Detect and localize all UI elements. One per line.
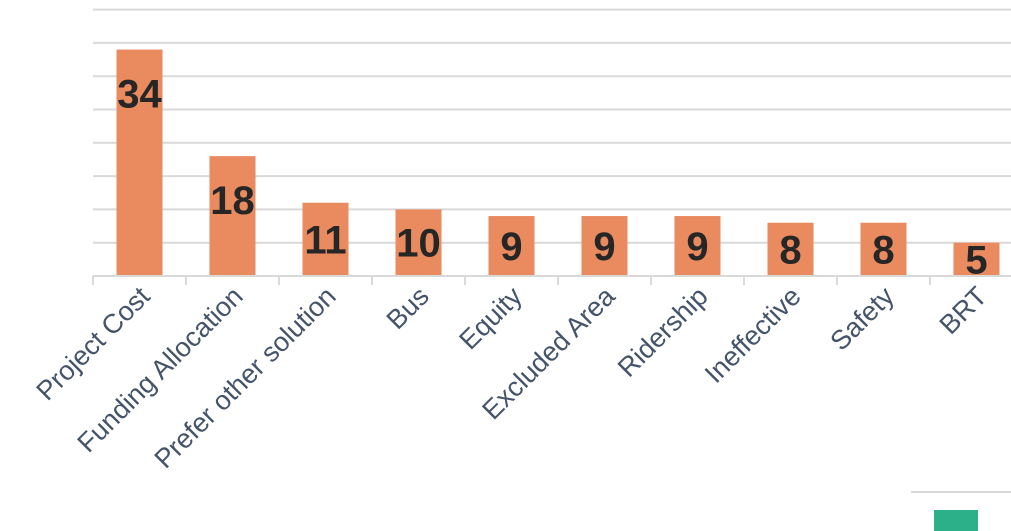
bar <box>116 49 163 277</box>
legend-partial <box>911 491 1011 531</box>
data-label: 11 <box>304 218 346 262</box>
data-label: 18 <box>210 179 255 223</box>
x-tick-label: Funding Allocation <box>72 281 249 458</box>
bars <box>116 49 1000 277</box>
data-label: 10 <box>396 222 441 266</box>
legend-swatch <box>934 510 978 531</box>
data-label: 8 <box>779 228 801 272</box>
bar <box>488 216 535 276</box>
data-label: 9 <box>500 225 522 269</box>
bar <box>767 222 814 276</box>
x-tick-label: Ineffective <box>699 281 807 389</box>
data-label: 5 <box>965 238 987 282</box>
data-label: 9 <box>686 225 708 269</box>
x-tick-label: BRT <box>934 281 993 340</box>
x-tick-label: Equity <box>453 281 528 356</box>
data-labels: 34 18 11 10 9 9 9 8 8 5 <box>117 73 987 283</box>
bar <box>860 222 907 276</box>
x-axis <box>92 275 1011 285</box>
bar <box>953 242 1000 276</box>
data-label: 34 <box>117 73 162 117</box>
x-tick-label: Safety <box>824 281 900 357</box>
bar <box>209 156 256 276</box>
bar <box>395 209 442 276</box>
data-label: 9 <box>593 225 615 269</box>
bar <box>302 202 349 276</box>
data-label: 8 <box>872 228 894 272</box>
bar <box>581 216 628 276</box>
x-tick-label: Bus <box>381 281 435 335</box>
bar <box>674 216 721 276</box>
x-tick-label: Prefer other solution <box>149 281 342 474</box>
